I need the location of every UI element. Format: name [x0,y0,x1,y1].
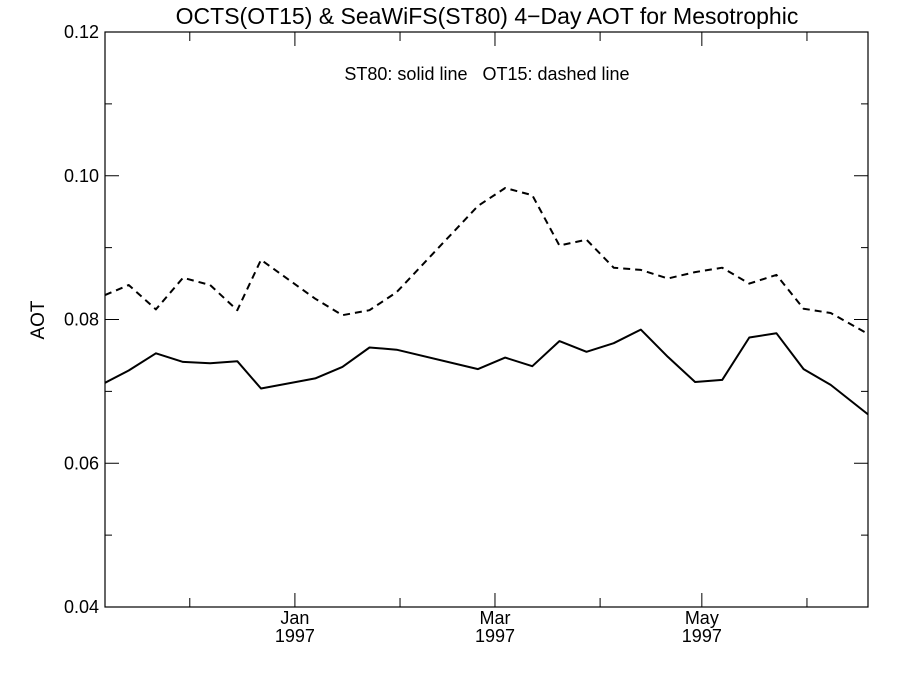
series-line-solid [104,328,869,416]
y-tick-label: 0.08 [64,310,99,330]
x-tick-label-year: 1997 [275,626,315,646]
y-tick-label: 0.04 [64,597,99,617]
chart-title: OCTS(OT15) & SeaWiFS(ST80) 4−Day AOT for… [176,3,799,29]
y-axis-ticks: 0.04 0.06 0.08 0.10 0.12 [64,22,868,617]
y-axis-label: AOT [28,300,49,339]
series-lines [104,187,869,416]
series-annotation: ST80: solid line OT15: dashed line [344,64,629,84]
x-tick-label-month: Mar [479,608,510,628]
x-tick-label-year: 1997 [475,626,515,646]
series-line-dashed [104,187,869,335]
x-tick-label-month: Jan [280,608,309,628]
x-tick-label-month: May [685,608,719,628]
y-tick-label: 0.06 [64,453,99,473]
plot-frame [104,31,869,608]
y-tick-label: 0.10 [64,166,99,186]
x-tick-label-year: 1997 [682,626,722,646]
y-tick-label: 0.12 [64,22,99,42]
